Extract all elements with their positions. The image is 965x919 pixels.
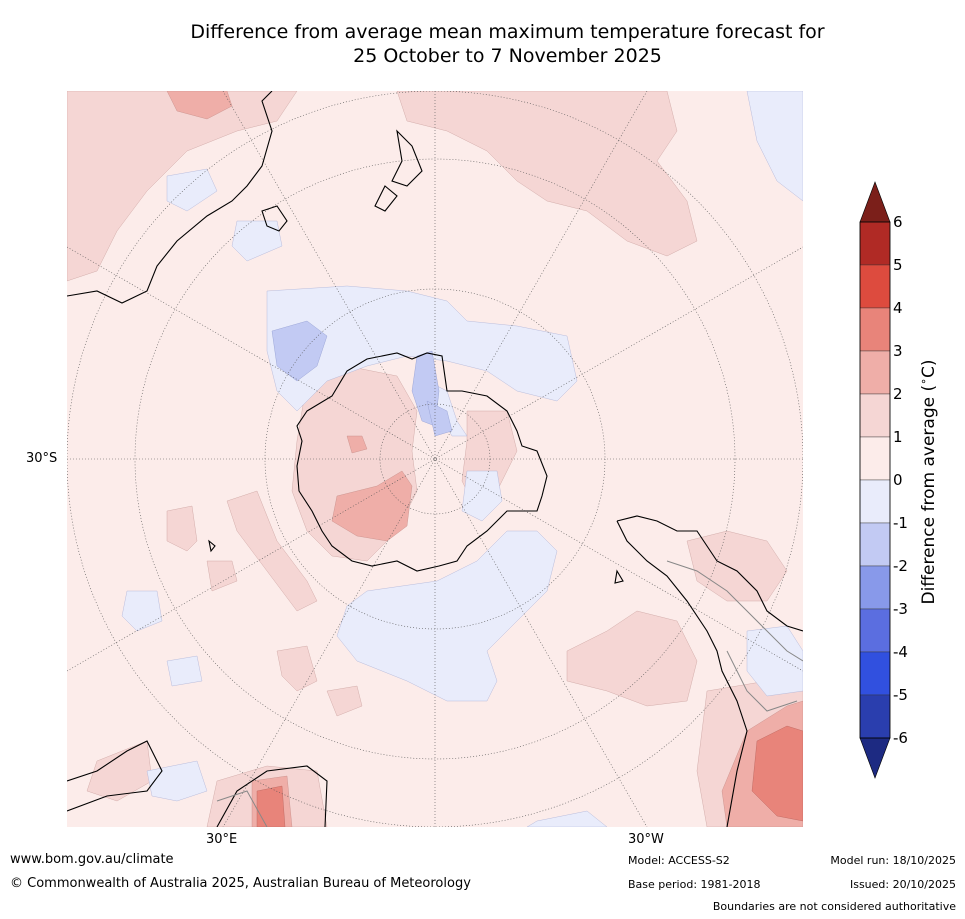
title-line-2: 25 October to 7 November 2025 (353, 45, 662, 67)
colorbar-band (859, 436, 891, 481)
forecast-map (67, 91, 803, 827)
colorbar-tick-label: 3 (893, 342, 903, 360)
colorbar-band (859, 608, 891, 653)
colorbar-tick-label: -5 (893, 686, 908, 704)
footer-model: Model: ACCESS-S2 (628, 854, 730, 867)
footer-base-period: Base period: 1981-2018 (628, 878, 761, 891)
colorbar-extension-min (859, 737, 891, 779)
colorbar-tick-label: 4 (893, 299, 903, 317)
coastlines (67, 91, 803, 827)
colorbar-band (859, 350, 891, 395)
colorbar-tick-label: -6 (893, 729, 908, 747)
colorbar-tick-label: -2 (893, 557, 908, 575)
colorbar-band (859, 221, 891, 266)
colorbar-tick-label: 0 (893, 471, 903, 489)
colorbar-extension-max (859, 181, 891, 223)
footer-copyright: © Commonwealth of Australia 2025, Austra… (10, 876, 471, 891)
title-line-1: Difference from average mean maximum tem… (190, 21, 825, 43)
colorbar-band (859, 565, 891, 610)
anomaly-neg1-neg2-regions (271, 320, 453, 437)
colorbar-band (859, 393, 891, 438)
anomaly-0-neg1-regions (121, 91, 803, 827)
footer-disclaimer: Boundaries are not considered authoritat… (712, 900, 956, 913)
colorbar-outline (859, 221, 891, 739)
colorbar-tick-label: 2 (893, 385, 903, 403)
colorbar-band (859, 522, 891, 567)
colorbar-band (859, 694, 891, 739)
colorbar-label: Difference from average (∘C) (917, 359, 939, 605)
colorbar-tick-label: 6 (893, 213, 903, 231)
colorbar (859, 181, 891, 779)
footer-url[interactable]: www.bom.gov.au/climate (10, 852, 174, 867)
boundaries (216, 560, 803, 827)
footer-model-run: Model run: 18/10/2025 (830, 854, 956, 867)
anomaly-3-4-regions (256, 725, 803, 827)
lon-label-30e: 30°E (206, 832, 238, 847)
graticule (67, 91, 803, 827)
colorbar-tick-label: -1 (893, 514, 908, 532)
footer-issued: Issued: 20/10/2025 (849, 878, 956, 891)
colorbar-band (859, 651, 891, 696)
anomaly-1-2-regions (67, 91, 803, 827)
colorbar-band (859, 307, 891, 352)
chart-title: Difference from average mean maximum tem… (0, 20, 965, 68)
colorbar-tick-label: -4 (893, 643, 908, 661)
colorbar-tick-label: -3 (893, 600, 908, 618)
colorbar-band (859, 479, 891, 524)
colorbar-tick-label: 5 (893, 256, 903, 274)
lon-label-30w: 30°W (628, 832, 664, 847)
colorbar-tick-label: 1 (893, 428, 903, 446)
colorbar-band (859, 264, 891, 309)
lat-label-30s: 30°S (26, 451, 58, 466)
